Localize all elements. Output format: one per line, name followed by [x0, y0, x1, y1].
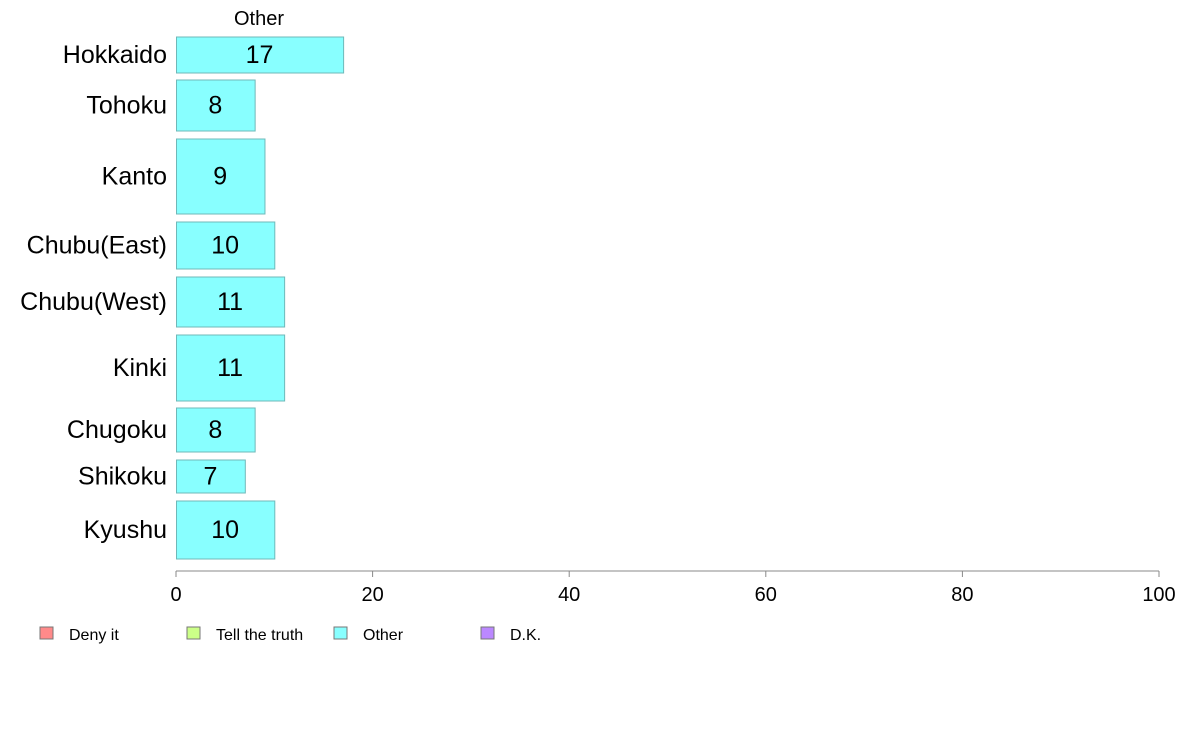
value-label: 17 [246, 41, 274, 69]
x-tick-label: 100 [1142, 584, 1175, 606]
legend-swatch [333, 626, 348, 640]
value-label: 10 [211, 516, 239, 544]
bar [176, 500, 276, 560]
bar [176, 221, 276, 270]
bars-group: Hokkaido 17 Tohoku 8 Kanto 9 Chubu(East) 10 Chub… [20, 36, 345, 560]
bar [176, 276, 286, 328]
category-label: Kyushu [84, 516, 167, 544]
series-title: Other [234, 8, 284, 30]
x-tick-label: 40 [558, 584, 580, 606]
x-axis: 0 20 40 60 80 100 [170, 570, 1176, 606]
legend: Deny it Tell the truth Other D.K. [39, 626, 541, 644]
x-tick-label: 0 [170, 584, 181, 606]
value-label: 11 [217, 354, 243, 382]
bar [176, 407, 256, 453]
value-label: 10 [211, 232, 239, 260]
bar [176, 138, 266, 215]
legend-swatch [39, 626, 54, 640]
x-tick-label: 60 [755, 584, 777, 606]
legend-swatch [480, 626, 495, 640]
category-label: Chubu(West) [20, 288, 167, 316]
bar [176, 79, 256, 132]
value-label: 8 [208, 416, 222, 444]
legend-label: Other [363, 627, 404, 644]
bar [176, 459, 246, 494]
bar [176, 334, 286, 402]
value-label: 9 [213, 163, 227, 191]
legend-label: Deny it [69, 627, 119, 644]
legend-label: Tell the truth [216, 627, 303, 644]
x-tick-label: 20 [361, 584, 383, 606]
category-label: Kinki [113, 354, 167, 382]
value-label: 7 [203, 463, 217, 491]
legend-swatch [186, 626, 201, 640]
category-label: Tohoku [86, 92, 167, 120]
value-label: 8 [208, 92, 222, 120]
bar [176, 36, 345, 74]
category-label: Shikoku [78, 463, 167, 491]
legend-label: D.K. [510, 627, 541, 644]
category-label: Hokkaido [63, 41, 167, 69]
value-label: 11 [217, 288, 243, 316]
x-tick-label: 80 [951, 584, 973, 606]
category-label: Chugoku [67, 416, 167, 444]
category-label: Chubu(East) [27, 232, 167, 260]
category-label: Kanto [102, 163, 167, 191]
